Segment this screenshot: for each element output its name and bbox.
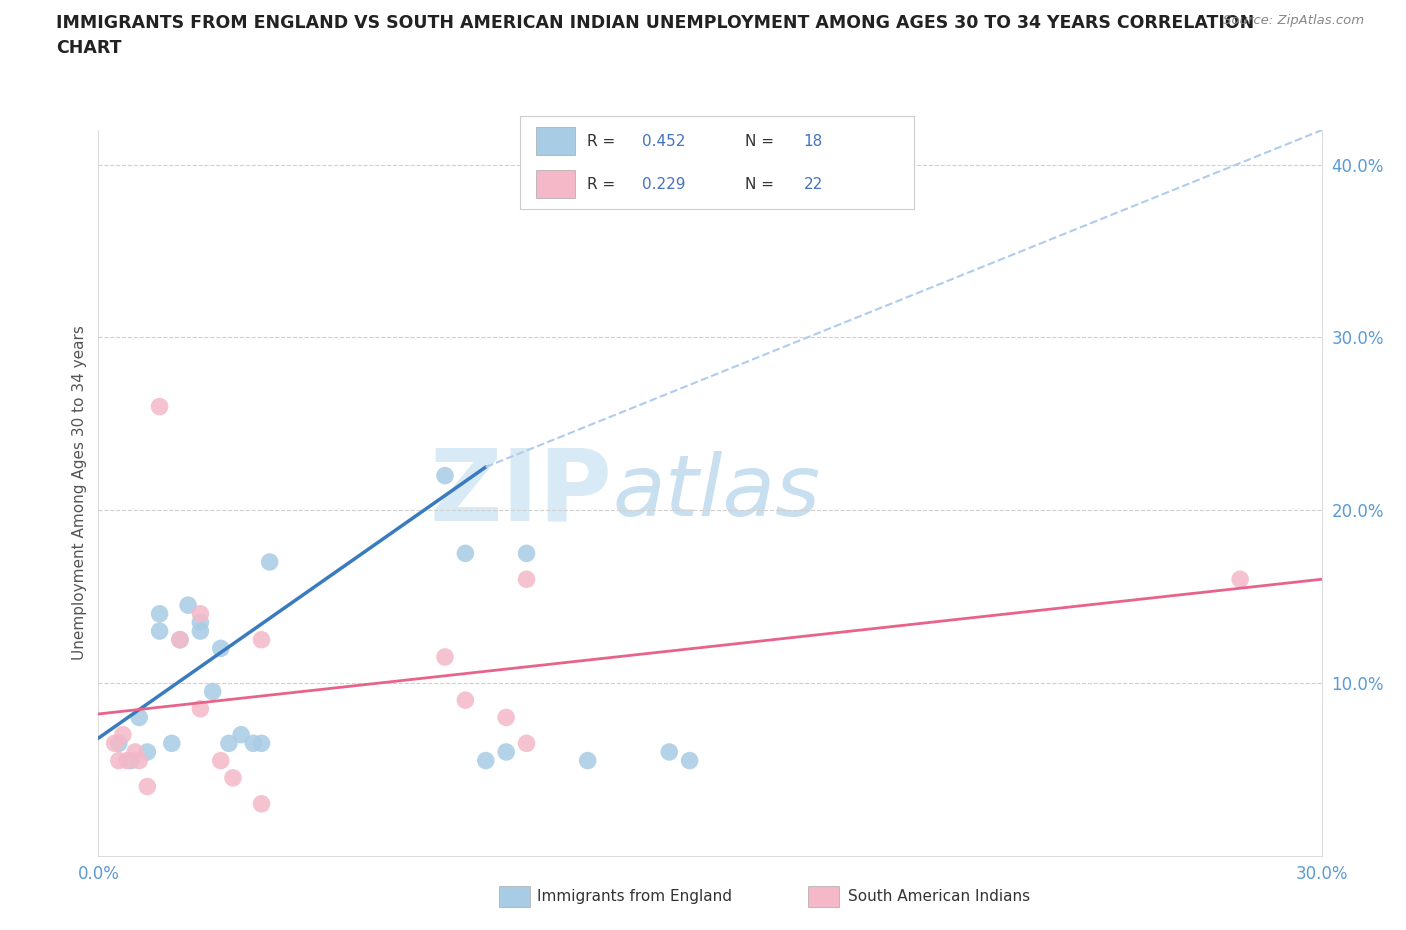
- Text: IMMIGRANTS FROM ENGLAND VS SOUTH AMERICAN INDIAN UNEMPLOYMENT AMONG AGES 30 TO 3: IMMIGRANTS FROM ENGLAND VS SOUTH AMERICA…: [56, 14, 1254, 32]
- Text: 0.452: 0.452: [643, 134, 686, 149]
- Point: [136, 779, 159, 794]
- Point: [128, 710, 150, 724]
- Point: [474, 753, 498, 768]
- Text: 18: 18: [804, 134, 823, 149]
- Point: [128, 753, 150, 768]
- Point: [111, 727, 134, 742]
- Point: [188, 701, 212, 716]
- Point: [120, 753, 142, 768]
- Point: [434, 468, 457, 483]
- Point: [124, 745, 146, 760]
- Point: [250, 796, 273, 811]
- Point: [454, 546, 477, 561]
- Point: [495, 745, 517, 760]
- Point: [516, 572, 538, 587]
- Text: R =: R =: [588, 134, 620, 149]
- Point: [177, 598, 200, 613]
- Point: [495, 710, 517, 724]
- Point: [169, 632, 191, 647]
- Point: [454, 693, 477, 708]
- Point: [209, 753, 232, 768]
- Point: [149, 399, 172, 414]
- Point: [259, 554, 281, 569]
- Point: [188, 606, 212, 621]
- Text: 22: 22: [804, 177, 823, 192]
- Point: [188, 615, 212, 630]
- Point: [104, 736, 127, 751]
- Point: [169, 632, 191, 647]
- Text: 0.229: 0.229: [643, 177, 686, 192]
- Point: [222, 770, 245, 785]
- Text: CHART: CHART: [56, 39, 122, 57]
- Point: [576, 753, 599, 768]
- Text: atlas: atlas: [612, 451, 820, 535]
- Point: [160, 736, 183, 751]
- Point: [218, 736, 240, 751]
- Y-axis label: Unemployment Among Ages 30 to 34 years: Unemployment Among Ages 30 to 34 years: [72, 326, 87, 660]
- Text: ZIP: ZIP: [429, 445, 612, 541]
- Text: Source: ZipAtlas.com: Source: ZipAtlas.com: [1223, 14, 1364, 27]
- Point: [209, 641, 232, 656]
- Point: [516, 736, 538, 751]
- Point: [516, 546, 538, 561]
- Point: [231, 727, 253, 742]
- FancyBboxPatch shape: [536, 127, 575, 155]
- Point: [250, 736, 273, 751]
- Point: [679, 753, 702, 768]
- Point: [188, 624, 212, 639]
- Point: [434, 649, 457, 664]
- Text: N =: N =: [745, 134, 779, 149]
- Point: [242, 736, 264, 751]
- Point: [108, 736, 131, 751]
- Point: [1229, 572, 1251, 587]
- Point: [115, 753, 138, 768]
- Text: R =: R =: [588, 177, 620, 192]
- Point: [250, 632, 273, 647]
- Point: [149, 606, 172, 621]
- Point: [108, 753, 131, 768]
- Text: N =: N =: [745, 177, 779, 192]
- Point: [149, 624, 172, 639]
- Point: [658, 745, 681, 760]
- Point: [136, 745, 159, 760]
- Text: South American Indians: South American Indians: [848, 889, 1031, 904]
- Text: Immigrants from England: Immigrants from England: [537, 889, 733, 904]
- FancyBboxPatch shape: [536, 170, 575, 198]
- Point: [201, 684, 224, 699]
